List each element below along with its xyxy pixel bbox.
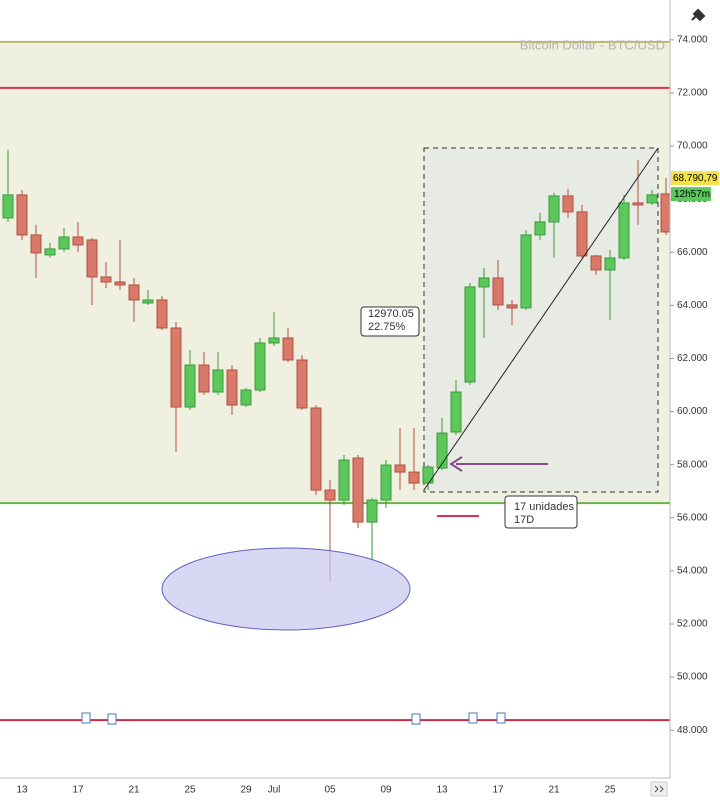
body <box>114 281 126 286</box>
last-price-tag <box>671 171 719 186</box>
ellipse-drawing <box>161 547 411 631</box>
y-axis-area <box>670 0 720 804</box>
body <box>58 236 70 250</box>
body <box>184 364 196 408</box>
body <box>380 464 392 501</box>
y-tick-label: 64.000 <box>677 300 708 311</box>
y-tick-label: 72.000 <box>677 88 708 99</box>
body <box>590 255 602 271</box>
y-tick-label: 50.000 <box>677 672 708 683</box>
y-tick-label: 62.000 <box>677 353 708 364</box>
body <box>394 464 406 473</box>
body <box>128 284 140 301</box>
body <box>156 299 168 329</box>
x-tick-label: 17 <box>72 785 84 796</box>
body <box>464 286 476 383</box>
body <box>632 202 644 206</box>
body <box>506 304 518 309</box>
trend-line <box>423 147 659 491</box>
y-tick-label: 48.000 <box>677 725 708 736</box>
body <box>450 391 462 433</box>
body <box>2 194 14 219</box>
body <box>408 471 420 484</box>
x-tick-label: 25 <box>604 785 616 796</box>
body <box>338 459 350 501</box>
chart-title: Bitcoin Dollar - BTC/USD <box>520 37 665 52</box>
body <box>296 359 308 409</box>
body <box>72 236 84 246</box>
countdown-tag <box>671 187 711 202</box>
x-tick-label: 17 <box>492 785 504 796</box>
body <box>170 327 182 408</box>
body <box>548 195 560 223</box>
y-tick-label: 52.000 <box>677 619 708 630</box>
event-icons <box>81 712 506 725</box>
body <box>324 489 336 501</box>
range-label: 22.75% <box>368 321 406 333</box>
last-price-label: 68.790,79 <box>673 173 718 184</box>
x-tick-label: 25 <box>184 785 196 796</box>
y-tick-label: 56.000 <box>677 512 708 523</box>
body <box>212 369 224 393</box>
settings-icon[interactable] <box>691 8 706 22</box>
x-tick-label: 29 <box>240 785 252 796</box>
x-tick-label: 21 <box>548 785 560 796</box>
body <box>226 369 238 406</box>
body <box>44 248 56 256</box>
x-tick-label: 21 <box>128 785 140 796</box>
body <box>352 457 364 523</box>
x-tick-label: 13 <box>16 785 28 796</box>
body <box>366 499 378 523</box>
duration-label: 17 unidades <box>514 501 574 513</box>
duration-label: 17D <box>514 514 534 526</box>
body <box>562 195 574 213</box>
y-tick-label: 60.000 <box>677 406 708 417</box>
y-tick-label: 74.000 <box>677 34 708 45</box>
body <box>268 337 280 344</box>
body <box>604 257 616 271</box>
body <box>254 342 266 391</box>
body <box>534 221 546 236</box>
range-label: 12970.05 <box>368 308 414 320</box>
y-tick-label: 58.000 <box>677 459 708 470</box>
y-tick-label: 54.000 <box>677 566 708 577</box>
body <box>492 277 504 306</box>
body <box>422 466 434 484</box>
countdown-label: 12h57m <box>674 189 710 200</box>
body <box>282 337 294 361</box>
body <box>520 234 532 309</box>
y-tick-label: 66.000 <box>677 247 708 258</box>
body <box>198 364 210 393</box>
body <box>240 389 252 406</box>
scroll-button[interactable] <box>650 781 668 797</box>
y-tick-label: 70.000 <box>677 141 708 152</box>
body <box>142 299 154 304</box>
x-tick-label: Jul <box>268 785 281 796</box>
body <box>30 234 42 254</box>
body <box>646 194 658 204</box>
body <box>16 194 28 236</box>
x-tick-label: 13 <box>436 785 448 796</box>
duration-label-box <box>504 495 578 529</box>
body <box>436 432 448 469</box>
body <box>310 407 322 491</box>
body <box>618 202 630 259</box>
range-label-box <box>360 306 420 337</box>
x-tick-label: 05 <box>324 785 336 796</box>
body <box>478 277 490 288</box>
body <box>576 211 588 257</box>
arrow-head <box>449 456 463 472</box>
scroll-icon <box>654 785 664 793</box>
body <box>86 239 98 278</box>
x-tick-label: 09 <box>380 785 392 796</box>
body <box>100 276 112 283</box>
